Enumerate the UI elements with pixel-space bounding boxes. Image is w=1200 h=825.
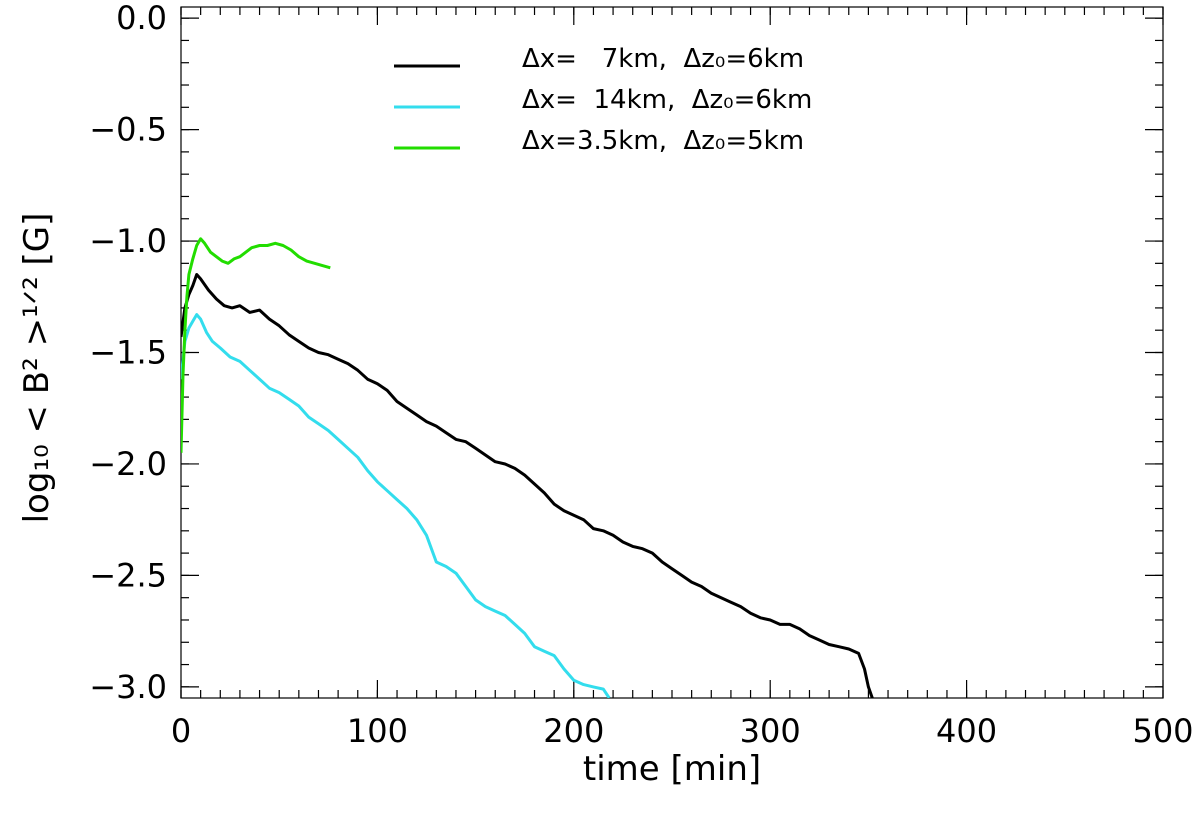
y-tick-label: −1.5 — [89, 334, 167, 372]
legend-label-3: Δx=3.5km, Δz₀=5km — [522, 126, 804, 156]
x-tick-label: 100 — [347, 712, 408, 750]
y-axis: −3.0 −2.5 −2.0 −1.5 −1.0 −0.5 0.0 — [89, 0, 1163, 706]
y-tick-label: 0.0 — [116, 0, 167, 37]
y-tick-label: −1.0 — [89, 222, 167, 260]
x-tick-label: 0 — [171, 712, 191, 750]
y-tick-label: −2.0 — [89, 445, 167, 483]
series-line-1 — [181, 273, 874, 698]
x-tick-label: 500 — [1132, 712, 1193, 750]
x-tick-label: 400 — [936, 712, 997, 750]
y-tick-label: −2.5 — [89, 556, 167, 594]
x-axis-label: time [min] — [583, 749, 761, 789]
legend-label-1: Δx= 7km, Δz₀=6km — [522, 44, 804, 74]
legend-label-2: Δx= 14km, Δz₀=6km — [522, 85, 812, 115]
series-line-3 — [181, 237, 331, 453]
x-tick-label: 200 — [543, 712, 604, 750]
y-axis-label: log₁₀ < B² >¹ᐟ² [G] — [17, 213, 57, 524]
x-axis: 0 100 200 300 400 500 — [171, 7, 1194, 750]
x-tick-label: 300 — [740, 712, 801, 750]
series-line-2 — [181, 313, 611, 698]
series-layer — [181, 237, 874, 698]
legend: Δx= 7km, Δz₀=6km Δx= 14km, Δz₀=6km Δx=3.5k… — [394, 44, 812, 156]
y-tick-label: −0.5 — [89, 111, 167, 149]
y-tick-label: −3.0 — [89, 668, 167, 706]
